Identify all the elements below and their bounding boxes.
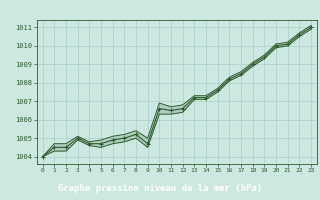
Text: Graphe pression niveau de la mer (hPa): Graphe pression niveau de la mer (hPa) <box>58 184 262 193</box>
